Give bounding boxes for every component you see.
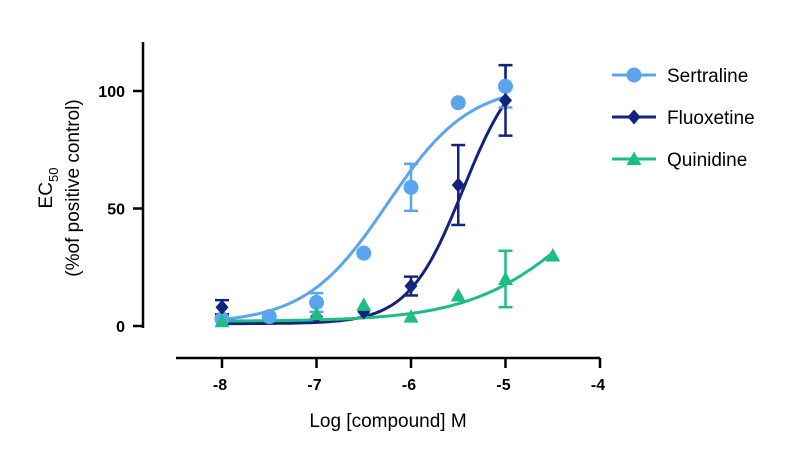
data-point-quinidine <box>403 309 419 323</box>
data-point-sertraline <box>261 309 277 325</box>
data-point-sertraline <box>498 78 513 94</box>
data-point-quinidine <box>450 287 466 302</box>
legend-marker <box>627 109 641 125</box>
x-tick-label: -8 <box>213 377 227 394</box>
x-tick-label: -4 <box>591 377 605 394</box>
data-point-quinidine <box>498 271 513 285</box>
x-axis-title: Log [compound] M <box>309 411 466 432</box>
legend-entry-fluoxetine: Fluoxetine <box>612 108 755 129</box>
error-bars <box>215 63 513 316</box>
data-point-sertraline <box>403 179 419 195</box>
data-point-fluoxetine <box>451 177 465 193</box>
data-point-sertraline <box>309 295 324 310</box>
y-ticks: 0 50 100 <box>98 84 143 336</box>
y-tick-label: 100 <box>98 84 125 101</box>
legend: Sertraline Fluoxetine Quinidine <box>612 66 755 171</box>
data-point-fluoxetine <box>215 299 229 315</box>
legend-label: Fluoxetine <box>667 108 755 129</box>
legend-entry-sertraline: Sertraline <box>612 66 748 87</box>
legend-label: Quinidine <box>667 150 747 171</box>
data-point-fluoxetine <box>404 278 418 294</box>
y-tick-label: 0 <box>116 319 125 336</box>
legend-marker <box>626 151 642 165</box>
x-tick-label: -7 <box>307 377 321 394</box>
fit-curve-sertraline <box>221 95 506 321</box>
y-axis-title-line1: EC50 <box>36 168 61 209</box>
y-axis-title-line2: (%of positive control) <box>63 99 84 276</box>
x-ticks: -8 -7 -6 -5 -4 <box>213 358 605 394</box>
legend-marker <box>626 67 642 83</box>
data-point-quinidine <box>309 306 324 321</box>
y-axis-title-subscript: 50 <box>46 168 61 182</box>
y-axis-title-main: EC <box>36 182 57 208</box>
data-point-quinidine <box>545 248 561 262</box>
data-point-quinidine <box>214 313 230 328</box>
x-tick-label: -6 <box>402 377 416 394</box>
legend-label: Sertraline <box>667 66 748 87</box>
x-tick-label: -5 <box>496 377 510 394</box>
data-points <box>214 78 561 328</box>
legend-entry-quinidine: Quinidine <box>612 150 747 171</box>
data-point-quinidine <box>356 297 372 311</box>
fit-curve-quinidine <box>222 251 554 323</box>
y-axis-title: EC50 (%of positive control) <box>36 99 84 276</box>
data-point-fluoxetine <box>499 92 512 108</box>
data-point-sertraline <box>356 245 372 261</box>
fit-curve-fluoxetine <box>222 101 507 326</box>
axes <box>141 42 600 360</box>
y-tick-label: 50 <box>107 202 125 219</box>
fit-curves <box>221 95 554 326</box>
data-point-sertraline <box>450 95 466 111</box>
